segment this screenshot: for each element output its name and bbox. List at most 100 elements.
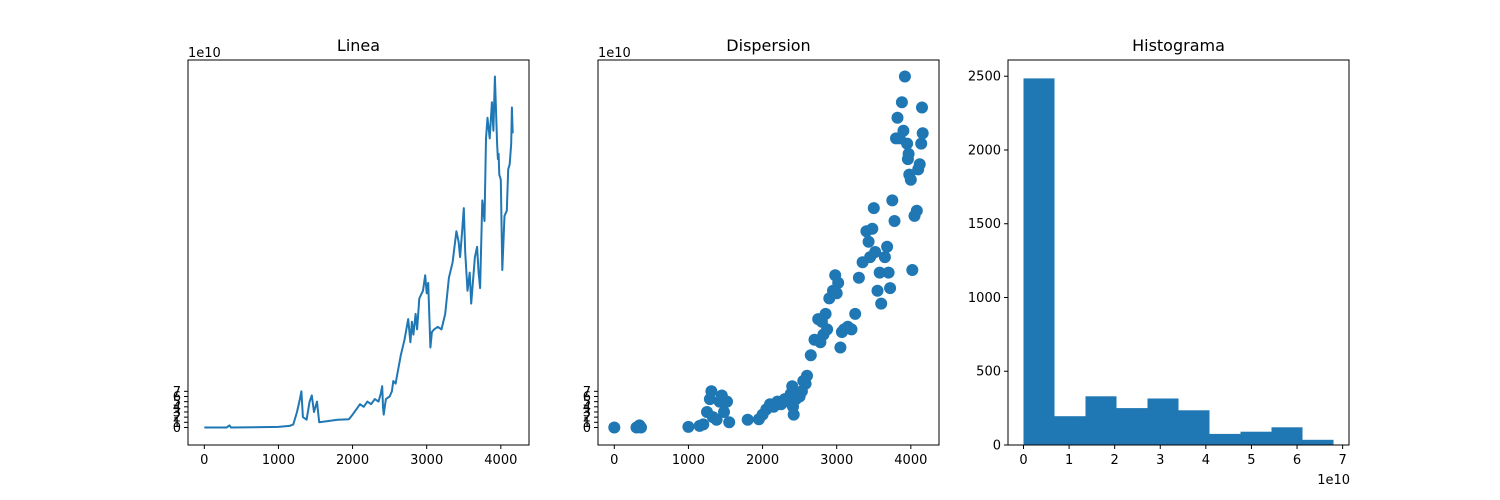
line-chart-series-line [204, 75, 514, 429]
scatter-chart-point [723, 416, 736, 429]
scatter-chart-x-axis: 0 1000 2000 3000 4000 [610, 445, 927, 468]
scatter-chart-point [867, 202, 880, 215]
scatter-chart-y-tick-label: 2 [583, 411, 591, 426]
line-chart-y-tick-label: 2 [173, 411, 181, 426]
scatter-chart-point [916, 127, 929, 140]
line-chart-y-tick-label: 7 [173, 385, 181, 400]
scatter-chart-point [786, 380, 799, 393]
scatter-chart-point [849, 307, 862, 320]
line-chart-marks [204, 75, 514, 429]
scatter-chart-point [845, 323, 858, 336]
scatter-chart-point [866, 222, 879, 235]
histogram-x-tick-label: 7 [1338, 453, 1346, 468]
scatter-chart-x-tick-label: 4000 [894, 453, 927, 468]
scatter-chart-point [906, 264, 919, 276]
histogram-frame [1007, 59, 1350, 446]
line-chart-y-tick-label: 6 [173, 390, 181, 405]
histogram-y-tick-label: 2500 [968, 70, 1001, 85]
scatter-chart-point [898, 70, 911, 83]
line-chart-y-tick-label: 5 [173, 395, 181, 410]
scatter-chart-point [608, 421, 621, 434]
scatter-chart-point [878, 251, 891, 264]
line-chart-y-offset-label: 1e10 [188, 46, 221, 61]
histogram-bar [1147, 398, 1179, 445]
scatter-chart-point [832, 276, 845, 289]
scatter-chart-point [682, 420, 695, 433]
scatter-chart-panel: Dispersion 1e10 0 1000 2000 3000 4000 012345… [583, 36, 940, 468]
scatter-chart-y-tick-label: 3 [583, 405, 591, 420]
histogram-y-tick-label: 2000 [968, 143, 1001, 158]
histogram-x-tick-label: 6 [1293, 453, 1301, 468]
histogram-x-tick-label: 5 [1247, 453, 1255, 468]
histogram-bar [1054, 416, 1086, 445]
scatter-chart-y-tick-label: 4 [583, 400, 591, 415]
histogram-x-tick-label: 0 [1019, 453, 1027, 468]
scatter-chart-point [913, 158, 926, 171]
scatter-chart-point [804, 349, 817, 362]
line-chart-y-tick-label: 4 [173, 400, 181, 415]
scatter-chart-x-tick-label: 1000 [672, 453, 705, 468]
scatter-chart-point [741, 413, 754, 426]
histogram-marks [1023, 78, 1334, 445]
histogram-x-tick-label: 1 [1065, 453, 1073, 468]
histogram-bar [1271, 427, 1303, 445]
scatter-chart-y-tick-label: 7 [583, 385, 591, 400]
scatter-chart-point [901, 137, 914, 150]
scatter-chart-point [801, 369, 813, 382]
line-chart-x-tick-label: 4000 [484, 453, 517, 468]
scatter-chart-point [873, 266, 886, 279]
line-chart-y-tick-label: 1 [173, 416, 181, 431]
scatter-chart-point [834, 341, 847, 354]
histogram-y-tick-label: 500 [976, 365, 1001, 380]
histogram-bar [1116, 408, 1148, 445]
scatter-chart-point [897, 124, 910, 137]
line-chart-x-axis: 0 1000 2000 3000 4000 [200, 445, 517, 468]
histogram-bar [1240, 431, 1272, 445]
line-chart-y-tick-label: 0 [173, 421, 181, 436]
scatter-chart-point [884, 282, 897, 295]
scatter-chart-point [821, 323, 834, 336]
scatter-chart-point [721, 395, 733, 408]
scatter-chart-point [718, 406, 730, 418]
scatter-chart-point [886, 194, 899, 207]
line-chart-title: Linea [337, 36, 380, 55]
line-chart-x-tick-label: 2000 [336, 453, 369, 468]
scatter-chart-x-tick-label: 2000 [746, 453, 779, 468]
scatter-chart-point [862, 235, 875, 248]
scatter-chart-y-tick-label: 5 [583, 395, 591, 410]
line-chart-y-tick-label: 3 [173, 405, 181, 420]
line-chart-x-tick-label: 1000 [262, 453, 295, 468]
scatter-chart-point [830, 287, 843, 300]
scatter-chart-point [882, 266, 895, 279]
histogram-x-axis: 0 1 2 3 4 5 6 7 [1019, 445, 1347, 468]
line-chart-frame [187, 59, 530, 446]
histogram-y-tick-label: 0 [993, 439, 1001, 454]
scatter-chart-point [871, 284, 884, 297]
scatter-chart-point [705, 385, 718, 398]
histogram-x-tick-label: 4 [1202, 453, 1210, 468]
scatter-chart-title: Dispersion [726, 36, 810, 55]
histogram-y-tick-label: 1500 [968, 217, 1001, 232]
scatter-chart-point [787, 408, 800, 421]
scatter-chart-point [902, 147, 915, 160]
scatter-chart-y-tick-label: 1 [583, 416, 591, 431]
histogram-bar [1085, 396, 1117, 445]
histogram-x-tick-label: 2 [1111, 453, 1119, 468]
scatter-chart-point [916, 101, 928, 114]
line-chart-x-tick-label: 3000 [410, 453, 443, 468]
scatter-chart-point [881, 240, 894, 253]
scatter-chart-point [697, 418, 710, 431]
scatter-chart-marks [608, 70, 929, 434]
scatter-chart-point [869, 246, 882, 258]
histogram-bar [1209, 433, 1241, 445]
scatter-chart-y-tick-label: 6 [583, 390, 591, 405]
histogram-x-tick-label: 3 [1156, 453, 1164, 468]
scatter-chart-point [895, 96, 908, 109]
scatter-chart-y-offset-label: 1e10 [598, 46, 631, 61]
line-chart-x-tick-label: 0 [200, 453, 208, 468]
scatter-chart-point [891, 111, 904, 124]
scatter-chart-point [635, 421, 647, 434]
